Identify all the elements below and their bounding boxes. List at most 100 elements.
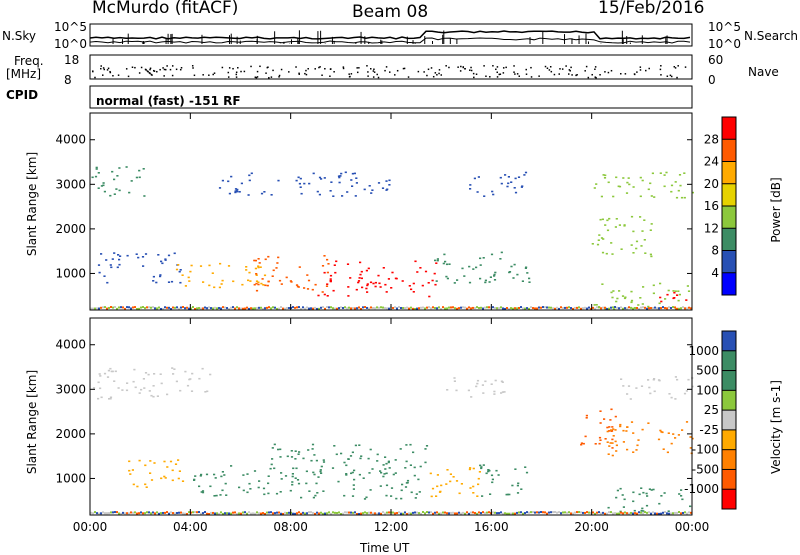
- data-cell: [404, 467, 407, 469]
- data-cell: [209, 485, 212, 488]
- noise-cell: [186, 512, 188, 515]
- colorbar-tick-label: -500: [692, 462, 719, 476]
- data-cell: [280, 478, 283, 480]
- data-cell: [376, 453, 379, 456]
- data-cell: [657, 379, 661, 381]
- noise-cell: [280, 512, 282, 515]
- freq-mark: [305, 69, 307, 72]
- noise-cell: [234, 511, 236, 514]
- data-cell: [526, 272, 529, 274]
- noise-cell: [282, 512, 284, 515]
- data-cell: [224, 482, 227, 485]
- data-cell: [674, 376, 677, 378]
- data-cell: [345, 464, 348, 467]
- noise-cell: [468, 512, 470, 515]
- noise-cell: [372, 512, 374, 515]
- freq-mark: [432, 75, 435, 78]
- noise-cell: [676, 511, 678, 514]
- noise-cell: [358, 306, 360, 309]
- data-cell: [653, 390, 656, 393]
- noise-cell: [218, 512, 220, 515]
- data-cell: [489, 276, 492, 278]
- data-cell: [284, 475, 288, 477]
- noise-cell: [412, 307, 414, 310]
- data-cell: [258, 262, 261, 264]
- data-cell: [681, 429, 684, 431]
- data-cell: [489, 493, 492, 495]
- data-cell: [100, 396, 103, 399]
- data-cell: [135, 176, 138, 179]
- data-cell: [390, 287, 393, 289]
- data-cell: [622, 385, 625, 387]
- data-cell: [296, 479, 300, 481]
- noise-cell: [472, 306, 474, 309]
- data-cell: [672, 297, 675, 300]
- noise-cell: [408, 307, 410, 310]
- noise-cell: [272, 306, 274, 309]
- data-cell: [388, 179, 391, 182]
- noise-cell: [434, 511, 436, 514]
- colorbar-swatch: [722, 429, 736, 451]
- noise-cell: [532, 511, 534, 514]
- data-cell: [190, 264, 193, 267]
- freq-mark: [102, 67, 105, 69]
- noise-cell: [410, 306, 412, 309]
- freq-mark: [227, 71, 230, 74]
- noise-cell: [666, 307, 668, 310]
- noise-cell: [584, 511, 586, 514]
- noise-cell: [368, 307, 370, 310]
- data-cell: [363, 498, 367, 500]
- data-cell: [680, 495, 683, 497]
- data-cell: [436, 258, 439, 260]
- noise-cell: [142, 306, 144, 309]
- noise-cell: [348, 306, 350, 309]
- noise-cell: [330, 512, 332, 515]
- freq-mark: [607, 71, 610, 74]
- data-cell: [305, 470, 308, 473]
- noise-cell: [378, 512, 380, 515]
- data-cell: [468, 468, 471, 471]
- noise-cell: [510, 307, 512, 310]
- noise-cell: [216, 307, 218, 310]
- data-cell: [160, 477, 163, 480]
- data-cell: [355, 288, 358, 291]
- y-tick-label: 1000: [55, 471, 86, 485]
- data-cell: [376, 460, 379, 462]
- noise-cell: [474, 512, 476, 515]
- data-cell: [382, 464, 385, 466]
- data-cell: [257, 283, 260, 286]
- noise-cell: [616, 306, 618, 309]
- data-cell: [463, 275, 466, 277]
- data-cell: [410, 288, 413, 291]
- freq-mark: [544, 65, 547, 68]
- noise-cell: [222, 306, 224, 309]
- freq-mark: [266, 66, 269, 69]
- freq-mark: [561, 68, 564, 70]
- data-cell: [242, 474, 245, 476]
- data-cell: [353, 172, 356, 175]
- noise-cell: [688, 306, 690, 309]
- data-cell: [453, 380, 456, 382]
- data-cell: [107, 369, 110, 372]
- data-cell: [421, 284, 424, 287]
- data-cell: [500, 251, 503, 254]
- noise-cell: [542, 511, 544, 514]
- data-cell: [442, 262, 445, 265]
- data-cell: [639, 297, 642, 299]
- data-cell: [642, 286, 645, 288]
- data-cell: [431, 487, 435, 490]
- noise-cell: [610, 511, 612, 514]
- noise-cell: [420, 512, 422, 515]
- data-cell: [125, 389, 129, 392]
- noise-cell: [96, 512, 98, 515]
- data-cell: [640, 509, 643, 512]
- data-cell: [234, 191, 237, 194]
- freq-mark: [243, 70, 246, 73]
- data-cell: [585, 417, 588, 419]
- data-cell: [257, 281, 260, 284]
- noise-cell: [570, 307, 572, 310]
- data-cell: [615, 218, 618, 220]
- nsearch-trace: [89, 37, 691, 44]
- noise-cell: [118, 306, 120, 309]
- noise-cell: [574, 306, 576, 309]
